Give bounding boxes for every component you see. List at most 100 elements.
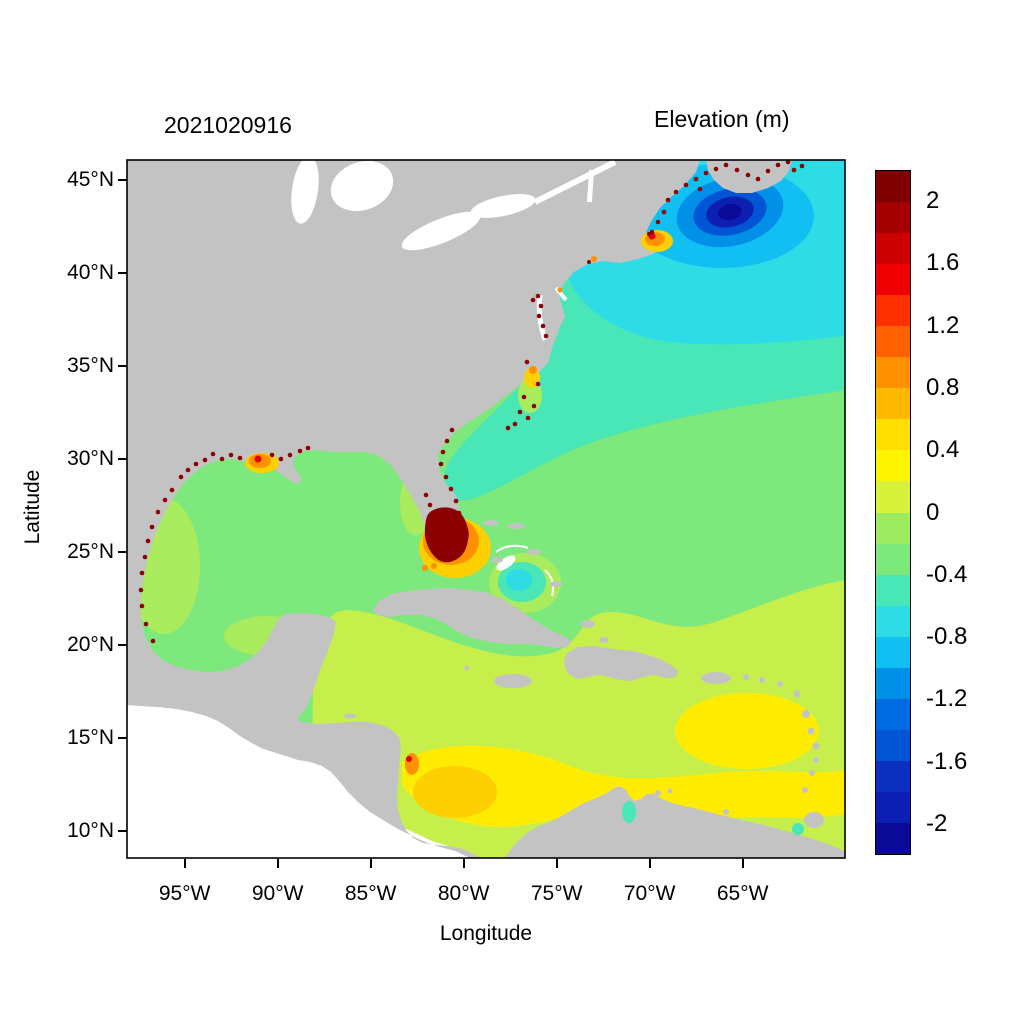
- x-axis-tick: [276, 859, 279, 868]
- island-jamaica: [494, 674, 532, 688]
- colorbar-segment: [876, 605, 910, 637]
- carolina-sounds-feature: [518, 366, 542, 413]
- land-south-america: [505, 786, 845, 858]
- bahamas-eddy-feature: [489, 553, 561, 613]
- colorbar-segments: [876, 171, 910, 855]
- colorbar-segment: [876, 481, 910, 513]
- colorbar-segment: [876, 171, 910, 203]
- colorbar-segment: [876, 822, 910, 855]
- y-tick-label: 45°N: [67, 168, 114, 192]
- x-tick-label: 80°W: [437, 882, 490, 905]
- colorbar-tick-label: -1.6: [926, 747, 968, 775]
- colorbar-segment: [876, 543, 910, 575]
- island-margarita: [723, 809, 729, 815]
- y-axis-tick: [118, 551, 127, 554]
- great-lakes: [291, 160, 595, 251]
- island-long-island-bahamas: [550, 581, 562, 587]
- colorbar-tick-label: 0.4: [926, 436, 960, 464]
- x-tick-label: 70°W: [623, 882, 676, 905]
- island-virgin: [743, 674, 749, 680]
- island-bay-islands: [344, 713, 356, 719]
- gulf-of-paria-spot: [792, 823, 804, 835]
- island-grenada: [802, 787, 808, 793]
- colorbar-segment: [876, 388, 910, 420]
- colorbar-tick-label: -0.8: [926, 623, 968, 651]
- island-dominica: [807, 727, 815, 735]
- island-antigua: [793, 690, 801, 698]
- colorbar-segment: [876, 357, 910, 389]
- colorbar-tick-label: -0.4: [926, 560, 968, 588]
- lake-maracaibo-spot: [622, 801, 636, 823]
- island-st-lucia: [813, 757, 819, 763]
- colorbar-tick-label: 2: [926, 187, 940, 215]
- y-tick-label: 10°N: [67, 819, 114, 843]
- islands: [344, 520, 824, 828]
- y-tick-label: 30°N: [67, 447, 114, 471]
- land-north-central-america: [127, 160, 700, 858]
- new-york-harbor-spot: [591, 256, 597, 262]
- colorbar-segment: [876, 512, 910, 544]
- bay-of-fundy-low-rings: [676, 176, 784, 248]
- colorbar-tick-label: 1.2: [926, 311, 960, 339]
- plot-frame: [126, 159, 846, 859]
- colorbar-segment: [876, 729, 910, 761]
- colorbar-title: Elevation (m): [654, 106, 790, 132]
- x-axis-tick: [648, 859, 651, 868]
- y-axis-tick: [118, 830, 127, 833]
- island-bonaire: [667, 788, 673, 794]
- colorbar-segment: [876, 264, 910, 296]
- colorbar-segment: [876, 202, 910, 234]
- x-tick-label: 95°W: [158, 882, 211, 905]
- island-hispaniola: [564, 646, 678, 681]
- island-cayman: [464, 665, 470, 671]
- colorbar-segment: [876, 574, 910, 606]
- island-grand-bahama: [483, 520, 499, 526]
- colorbar-tick-label: -2: [926, 809, 948, 837]
- bahama-bank-outline: [495, 544, 529, 553]
- island-eleuthera: [527, 549, 541, 555]
- y-tick-label: 35°N: [67, 354, 114, 378]
- x-axis-tick: [462, 859, 465, 868]
- island-st-vincent: [809, 770, 815, 776]
- colorbar-tick-label: 1.6: [926, 249, 960, 277]
- lake-michigan: [291, 160, 319, 224]
- ocean-band-yellow: [402, 745, 845, 827]
- y-axis-tick: [118, 644, 127, 647]
- y-axis-tick: [118, 179, 127, 182]
- y-tick-label: 20°N: [67, 633, 114, 657]
- island-trinidad: [804, 812, 824, 828]
- island-guadeloupe: [802, 710, 810, 718]
- cape-cod-feature: [641, 230, 673, 252]
- y-axis-tick: [118, 272, 127, 275]
- colorbar-segment: [876, 295, 910, 327]
- delaware-mouth-spot: [557, 287, 563, 293]
- y-tick-label: 15°N: [67, 726, 114, 750]
- lake-huron: [330, 160, 394, 212]
- island-curacao: [655, 790, 661, 796]
- nicaragua-coast-red-speck: [406, 756, 412, 762]
- colorbar-tick-label: 0: [926, 498, 940, 526]
- y-axis-tick: [118, 737, 127, 740]
- colorbar-segment: [876, 419, 910, 451]
- y-tick-label: 40°N: [67, 261, 114, 285]
- x-tick-label: 75°W: [530, 882, 583, 905]
- x-tick-label: 85°W: [344, 882, 397, 905]
- island-anguilla: [759, 677, 765, 683]
- island-st-kitts: [777, 681, 783, 687]
- lake-erie: [401, 211, 481, 251]
- colorbar-segment: [876, 791, 910, 823]
- louisiana-marsh-feature: [245, 453, 279, 473]
- st-lawrence-river: [533, 160, 617, 205]
- colorbar-segment: [876, 698, 910, 730]
- x-axis-label: Longitude: [439, 922, 533, 945]
- island-martinique: [812, 742, 820, 750]
- island-abaco: [507, 523, 525, 529]
- colorbar-segment: [876, 450, 910, 482]
- x-axis-tick: [741, 859, 744, 868]
- colorbar-segment: [876, 760, 910, 792]
- x-tick-label: 90°W: [251, 882, 304, 905]
- y-tick-label: 25°N: [67, 540, 114, 564]
- colorbar: [875, 170, 911, 855]
- x-axis-tick: [555, 859, 558, 868]
